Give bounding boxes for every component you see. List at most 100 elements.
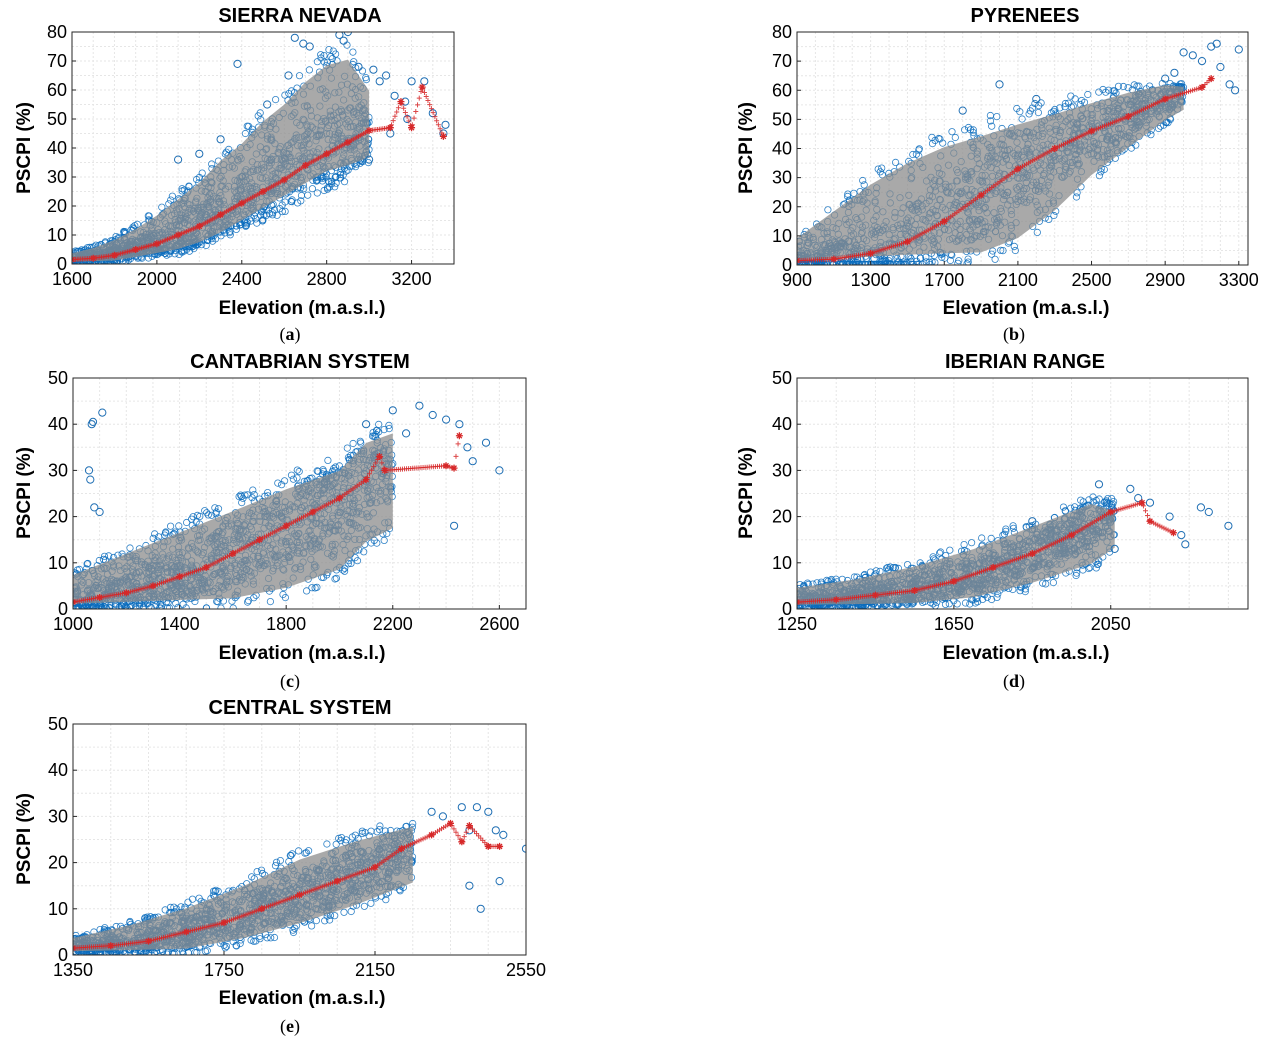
scatter-point bbox=[948, 128, 956, 136]
scatter-point bbox=[353, 557, 362, 565]
scatter-point bbox=[92, 603, 100, 609]
scatter-point bbox=[102, 604, 110, 609]
scatter-point bbox=[350, 58, 358, 66]
data-layer bbox=[72, 32, 450, 264]
scatter-point bbox=[84, 466, 94, 475]
scatter-outliers bbox=[958, 39, 1243, 115]
scatter-point bbox=[325, 45, 333, 54]
y-axis-label: PSCPI (%) bbox=[736, 102, 757, 194]
scatter-point bbox=[1216, 62, 1225, 72]
scatter-point bbox=[165, 604, 174, 609]
scatter-point bbox=[195, 149, 204, 158]
scatter-point bbox=[884, 260, 892, 265]
scatter-point bbox=[100, 552, 109, 560]
scatter-point bbox=[91, 604, 99, 609]
scatter-point bbox=[938, 253, 946, 261]
scatter-point bbox=[308, 185, 316, 193]
scatter-point bbox=[317, 51, 325, 59]
scatter-point bbox=[196, 512, 204, 521]
median-point bbox=[397, 98, 405, 106]
scatter-point bbox=[365, 155, 374, 164]
scatter-point bbox=[428, 410, 437, 420]
scatter-point bbox=[813, 260, 821, 265]
range-band bbox=[797, 85, 1184, 262]
scatter-point bbox=[1170, 68, 1179, 77]
scatter-point bbox=[893, 254, 901, 263]
scatter-point bbox=[1231, 86, 1240, 95]
median-point bbox=[174, 231, 182, 239]
scatter-point bbox=[995, 80, 1004, 89]
scatter-point bbox=[313, 176, 322, 184]
x-tick-label: 2900 bbox=[1145, 270, 1185, 290]
scatter-point bbox=[263, 488, 272, 497]
scatter-point bbox=[239, 494, 247, 502]
scatter-point bbox=[305, 66, 313, 74]
scatter-point bbox=[964, 123, 973, 132]
scatter-point bbox=[178, 185, 186, 193]
scatter-point bbox=[290, 33, 299, 42]
scatter-point bbox=[385, 421, 393, 429]
median-marker bbox=[390, 118, 396, 124]
scatter-point bbox=[144, 212, 152, 220]
scatter-point bbox=[76, 603, 84, 609]
scatter-point bbox=[360, 548, 368, 556]
y-tick-label: 40 bbox=[47, 138, 67, 158]
median-point bbox=[1124, 112, 1132, 120]
scatter-point bbox=[158, 602, 166, 609]
scatter-point bbox=[203, 509, 211, 517]
median-series bbox=[72, 83, 447, 264]
scatter-point bbox=[340, 178, 349, 186]
scatter-point bbox=[964, 255, 972, 263]
scatter-point bbox=[313, 58, 321, 66]
scatter-point bbox=[304, 191, 312, 199]
median-marker bbox=[425, 98, 431, 104]
range-band bbox=[72, 59, 370, 262]
median-point bbox=[386, 124, 394, 132]
scatter-point bbox=[1016, 108, 1024, 116]
scatter-point bbox=[95, 556, 103, 565]
scatter-point bbox=[960, 126, 969, 134]
median-point bbox=[153, 240, 161, 248]
scatter-point bbox=[117, 602, 125, 609]
scatter-point bbox=[344, 166, 352, 174]
median-marker bbox=[413, 108, 419, 114]
y-tick-label: 80 bbox=[47, 22, 67, 42]
scatter-point bbox=[349, 439, 357, 448]
plot-area: 900 1300 1700 2100 2500 2900 33000102030405060… bbox=[772, 22, 1259, 290]
scatter-point bbox=[158, 203, 166, 211]
scatter-point bbox=[332, 172, 340, 181]
median-point bbox=[418, 83, 426, 91]
median-marker bbox=[435, 122, 441, 128]
scatter-point bbox=[289, 475, 297, 483]
x-tick-label: 3300 bbox=[1219, 270, 1259, 290]
scatter-point bbox=[1018, 115, 1026, 123]
scatter-point bbox=[241, 129, 249, 138]
scatter-point bbox=[287, 197, 295, 205]
scatter-point bbox=[846, 258, 854, 265]
scatter-point bbox=[1078, 96, 1086, 105]
y-tick-label: 60 bbox=[47, 80, 67, 100]
median-point bbox=[1014, 165, 1022, 173]
scatter-point bbox=[331, 575, 339, 583]
scatter-point bbox=[1234, 45, 1243, 54]
scatter-point bbox=[1045, 215, 1053, 223]
scatter-point bbox=[450, 521, 459, 530]
scatter-point bbox=[935, 134, 943, 143]
scatter-point bbox=[217, 604, 225, 609]
median-point bbox=[344, 138, 352, 146]
median-marker bbox=[395, 105, 401, 111]
scatter-point bbox=[897, 260, 905, 265]
data-layer bbox=[73, 401, 504, 609]
scatter-point bbox=[1161, 74, 1170, 83]
scatter-point bbox=[1095, 172, 1104, 180]
scatter-point bbox=[335, 32, 344, 39]
scatter-point bbox=[1033, 228, 1041, 236]
scatter-point bbox=[129, 223, 137, 231]
scatter-point bbox=[1051, 105, 1059, 114]
median-point bbox=[903, 238, 911, 246]
scatter-point bbox=[237, 220, 245, 228]
scatter-point bbox=[382, 71, 391, 80]
median-marker bbox=[421, 89, 427, 95]
